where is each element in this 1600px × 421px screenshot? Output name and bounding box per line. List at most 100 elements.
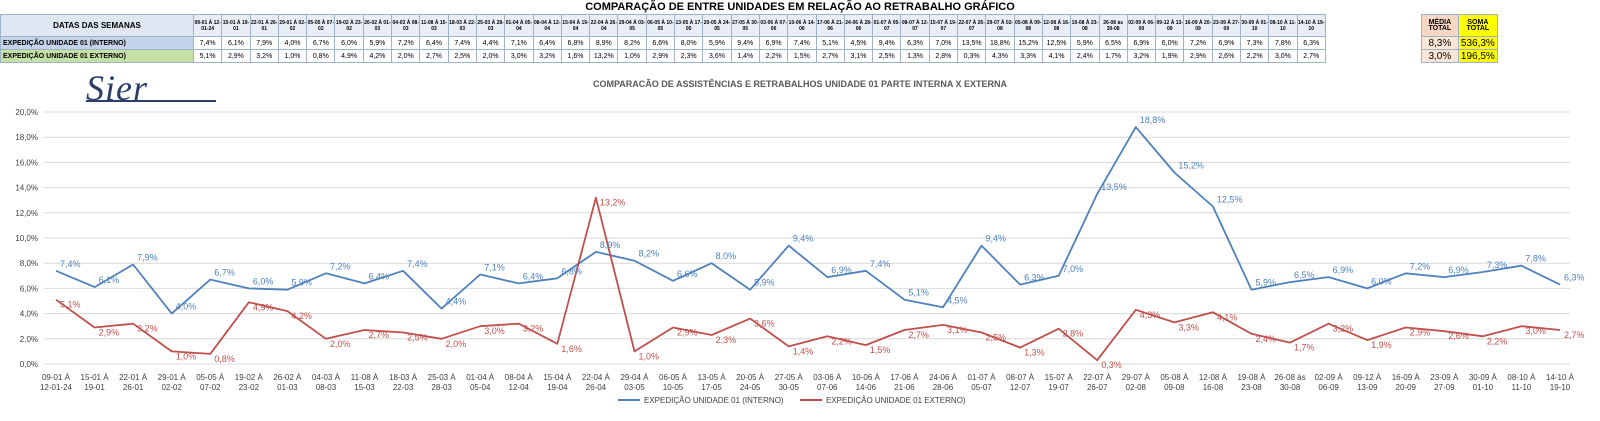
x-tick-label: 17-06 À — [890, 373, 919, 382]
week-header-cell: 08-07 À 12-07 — [900, 14, 930, 37]
legend-label-interno: EXPEDIÇÃO UNIDADE 01 (INTERNO) — [644, 396, 784, 405]
table-cell: 1,0% — [617, 49, 647, 63]
data-label-interno: 6,5% — [1294, 270, 1315, 280]
data-label-externo: 1,6% — [561, 344, 582, 354]
week-header-cell: 13-05 À 17-05 — [674, 14, 704, 37]
data-label-interno: 7,2% — [1410, 261, 1431, 271]
x-tick-label: 05-07 — [971, 383, 992, 392]
legend-label-externo: EXPEDIÇÃO UNIDADE 01 EXTERNO) — [826, 396, 966, 405]
x-tick-label: 23-09 À — [1430, 373, 1459, 382]
data-label-interno: 8,9% — [600, 240, 621, 250]
x-tick-label: 14-06 — [856, 383, 877, 392]
x-tick-label: 01-03 — [277, 383, 298, 392]
data-label-externo: 4,1% — [1217, 312, 1238, 322]
row-label-interno: EXPEDIÇÃO UNIDADE 01 (INTERNO) — [0, 36, 194, 50]
data-label-externo: 3,1% — [947, 325, 968, 335]
table-cell: 13,2% — [589, 49, 619, 63]
data-label-interno: 7,8% — [1525, 254, 1546, 264]
data-label-externo: 4,2% — [291, 311, 312, 321]
data-label-externo: 0,8% — [214, 354, 235, 364]
x-tick-label: 05-04 — [470, 383, 491, 392]
week-header-cell: 29-01 À 02-02 — [277, 14, 308, 37]
data-label-interno: 6,4% — [369, 271, 390, 281]
data-label-externo: 0,3% — [1101, 360, 1122, 370]
data-label-externo: 2,5% — [407, 333, 428, 343]
data-label-interno: 5,1% — [908, 288, 929, 298]
data-label-interno: 12,5% — [1217, 195, 1243, 205]
data-label-externo: 1,7% — [1294, 343, 1315, 353]
table-spacer — [1324, 36, 1422, 50]
week-header-cell: 22-01 À 26-01 — [249, 14, 279, 37]
data-label-interno: 6,8% — [561, 266, 582, 276]
week-header-cell: 29-04 À 03-05 — [617, 14, 647, 37]
x-tick-label: 05-08 À — [1160, 373, 1189, 382]
x-tick-label: 19-07 — [1048, 383, 1069, 392]
data-label-externo: 4,3% — [1140, 310, 1161, 320]
data-label-externo: 3,2% — [137, 324, 158, 334]
week-header-cell: 02-09 À 06-09 — [1126, 14, 1157, 37]
x-tick-label: 09-08 — [1164, 383, 1185, 392]
data-label-externo: 2,7% — [1564, 330, 1585, 340]
table-cell: 1,9% — [1155, 49, 1185, 63]
logo-underline — [86, 100, 216, 102]
week-header-cell: 15-01 À 19-01 — [221, 14, 251, 37]
x-tick-label: 22-01 À — [119, 373, 148, 382]
week-header-cell: 30-09 À 01-10 — [1239, 14, 1270, 37]
data-label-externo: 2,4% — [1255, 334, 1276, 344]
week-header-cell: 10-06 À 14-06 — [787, 14, 817, 37]
x-tick-label: 12-08 À — [1199, 373, 1228, 382]
x-tick-label: 05-05 À — [196, 373, 225, 382]
week-header-cell: 08-10 À 11-10 — [1268, 14, 1298, 37]
week-header-cell: 05-08 À 09-08 — [1013, 14, 1043, 37]
data-label-interno: 7,9% — [137, 252, 158, 262]
table-cell: 5,1% — [192, 49, 223, 63]
table-cell: 3,0% — [504, 49, 534, 63]
x-tick-label: 19-01 — [84, 383, 105, 392]
x-tick-label: 19-04 — [547, 383, 568, 392]
x-tick-label: 25-03 À — [428, 373, 457, 382]
week-header-cell: 11-08 À 15-03 — [419, 14, 449, 37]
x-tick-label: 11-10 — [1511, 383, 1531, 392]
x-tick-label: 21-06 — [894, 383, 915, 392]
data-label-interno: 4,5% — [947, 295, 968, 305]
x-tick-label: 01-10 — [1473, 383, 1494, 392]
data-label-externo: 2,5% — [986, 333, 1007, 343]
y-tick-label: 0,0% — [20, 360, 38, 369]
x-tick-label: 26-02 À — [273, 373, 302, 382]
x-tick-label: 04-03 À — [312, 373, 341, 382]
week-header-cell: 26-08 às 30-08 — [1098, 14, 1128, 37]
table-header-row: DATAS DAS SEMANAS 09-01 À 12-01-24 15-01 … — [0, 14, 1498, 37]
data-label-interno: 6,6% — [677, 269, 698, 279]
data-label-interno: 7,3% — [1487, 260, 1508, 270]
data-label-externo: 2,7% — [908, 330, 929, 340]
y-tick-label: 18,0% — [15, 133, 38, 142]
data-label-externo: 3,6% — [754, 319, 775, 329]
x-tick-label: 02-02 — [161, 383, 182, 392]
data-label-interno: 6,9% — [1448, 265, 1469, 275]
media-total-value: 3,0% — [1420, 49, 1459, 63]
table-cell: 2,8% — [928, 49, 959, 63]
soma-total-value: 196,5% — [1457, 49, 1498, 63]
week-header-cell: 18-03 À 22-03 — [447, 14, 477, 37]
table-cell: 3,2% — [532, 49, 562, 63]
data-label-interno: 7,4% — [870, 259, 891, 269]
data-label-externo: 1,0% — [638, 351, 659, 361]
x-tick-label: 30-08 — [1280, 383, 1301, 392]
data-label-interno: 7,0% — [1063, 264, 1084, 274]
data-label-externo: 3,0% — [1525, 326, 1546, 336]
week-header-cell: 20-05 À 24-05 — [702, 14, 732, 37]
data-label-externo: 3,3% — [1178, 322, 1199, 332]
y-tick-label: 12,0% — [15, 209, 38, 218]
summary-table: DATAS DAS SEMANAS 09-01 À 12-01-24 15-01 … — [0, 14, 1498, 63]
data-label-interno: 8,0% — [716, 251, 737, 261]
data-label-interno: 4,0% — [176, 302, 197, 312]
data-label-externo: 2,6% — [1448, 331, 1469, 341]
data-label-interno: 6,3% — [1024, 273, 1045, 283]
data-label-externo: 2,9% — [1410, 327, 1431, 337]
y-tick-label: 10,0% — [15, 234, 38, 243]
table-cell: 2,5% — [872, 49, 902, 63]
x-tick-label: 19-10 — [1550, 383, 1571, 392]
x-tick-label: 19-08 À — [1237, 373, 1266, 382]
soma-total-header: SOMA TOTAL — [1457, 14, 1498, 37]
x-tick-label: 18-03 À — [389, 373, 418, 382]
